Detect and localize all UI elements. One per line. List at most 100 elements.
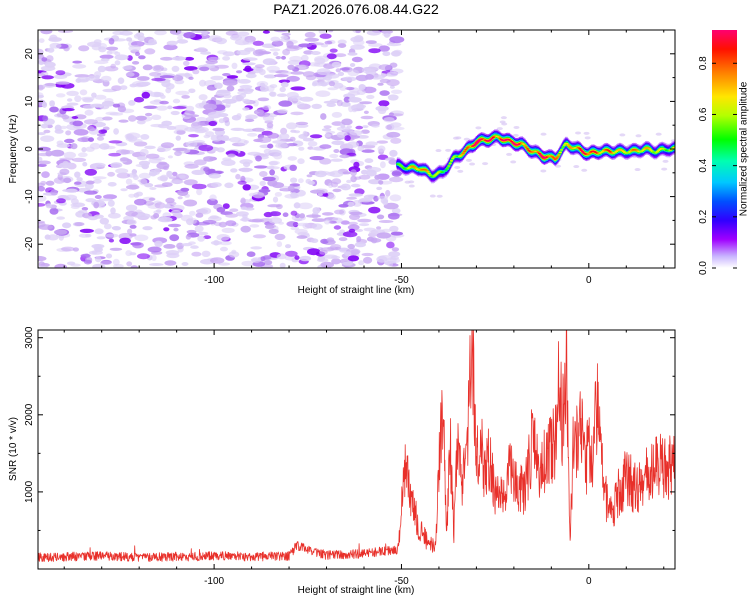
spectrogram-x-label: Height of straight line (km) — [298, 285, 415, 296]
x-tick-label: -100 — [204, 275, 224, 286]
noise-blob — [312, 207, 321, 214]
noise-blob — [309, 134, 323, 139]
noise-blob — [197, 231, 209, 236]
noise-blob — [330, 181, 339, 188]
noise-blob — [347, 69, 360, 77]
noise-blob — [298, 178, 304, 184]
noise-blob — [279, 86, 286, 93]
noise-blob — [335, 68, 341, 73]
noise-blob — [166, 125, 177, 130]
noise-blob — [40, 30, 53, 35]
noise-blob — [365, 141, 378, 146]
noise-blob — [334, 53, 347, 58]
noise-blob — [253, 165, 268, 169]
noise-blob — [94, 228, 104, 235]
noise-blob — [389, 225, 399, 233]
x-tick-label: 0 — [586, 275, 592, 286]
noise-blob — [180, 187, 190, 192]
noise-blob — [323, 125, 332, 129]
track-cell — [561, 146, 565, 149]
noise-blob — [160, 56, 174, 61]
noise-blob — [390, 89, 403, 95]
noise-blob — [163, 44, 178, 51]
noise-blob — [136, 76, 150, 81]
noise-blob — [72, 60, 83, 64]
noise-blob — [107, 171, 115, 177]
x-tick-label: -50 — [394, 275, 409, 286]
track-halo-blob — [452, 136, 459, 140]
noise-blob — [382, 51, 391, 57]
track-halo-blob — [661, 167, 668, 171]
noise-blob — [265, 224, 276, 229]
noise-blob — [120, 157, 129, 162]
noise-blob — [155, 209, 162, 213]
track-halo-blob — [429, 194, 436, 198]
noise-blob — [317, 81, 330, 86]
y-tick-label: 2000 — [24, 403, 35, 426]
noise-blob — [160, 94, 166, 99]
noise-blob — [235, 211, 249, 217]
noise-blob — [160, 174, 168, 182]
noise-blob — [387, 212, 400, 220]
noise-blob — [137, 253, 150, 260]
noise-blob — [343, 96, 351, 103]
noise-blob — [112, 30, 124, 36]
noise-blob — [347, 224, 360, 231]
noise-blob — [128, 44, 141, 52]
noise-blob — [278, 133, 290, 140]
noise-blob — [249, 224, 260, 228]
noise-blob — [359, 197, 373, 203]
noise-blob — [252, 40, 264, 46]
noise-blob — [378, 220, 394, 223]
noise-blob — [147, 246, 162, 253]
noise-blob — [82, 104, 95, 110]
track-cell — [536, 151, 540, 154]
noise-blob — [203, 156, 215, 162]
noise-blob — [289, 55, 303, 62]
noise-blob — [299, 213, 306, 219]
noise-blob — [383, 202, 399, 210]
noise-blob — [376, 186, 383, 191]
noise-blob — [278, 79, 291, 84]
noise-blob — [53, 229, 68, 235]
noise-blob — [278, 221, 284, 225]
noise-blob — [240, 175, 246, 183]
noise-blob — [44, 82, 56, 87]
noise-blob — [209, 194, 217, 201]
noise-blob — [120, 188, 128, 192]
noise-blob — [184, 66, 198, 71]
noise-blob — [164, 260, 177, 266]
noise-blob — [149, 91, 165, 98]
noise-blob — [183, 179, 198, 186]
colorbar-tick-label: 0.6 — [698, 107, 709, 121]
noise-blob — [165, 197, 175, 204]
noise-blob — [340, 183, 351, 191]
noise-blob — [222, 203, 230, 210]
noise-blob — [333, 225, 342, 230]
noise-blob — [387, 262, 394, 267]
noise-blob — [189, 126, 205, 132]
noise-blob — [391, 207, 401, 214]
noise-blob — [276, 241, 283, 248]
noise-blob — [186, 119, 195, 123]
noise-blob — [340, 220, 350, 225]
noise-blob — [70, 263, 81, 267]
noise-blob — [94, 195, 102, 199]
noise-blob — [246, 251, 256, 257]
noise-blob — [109, 247, 123, 251]
noise-blob — [294, 255, 300, 260]
track-halo-blob — [540, 169, 547, 173]
noise-blob — [364, 158, 374, 164]
noise-blob — [168, 223, 181, 228]
noise-blob — [328, 81, 335, 87]
noise-blob — [50, 149, 65, 157]
noise-blob — [74, 171, 81, 178]
noise-blob — [133, 175, 139, 181]
noise-blob — [96, 136, 105, 141]
noise-blob — [347, 141, 359, 148]
track-halo-blob — [634, 168, 641, 172]
noise-blob — [389, 68, 404, 74]
colorbar-tick-label: 0.8 — [698, 56, 709, 70]
track-cell — [526, 148, 530, 150]
noise-blob — [390, 231, 403, 236]
